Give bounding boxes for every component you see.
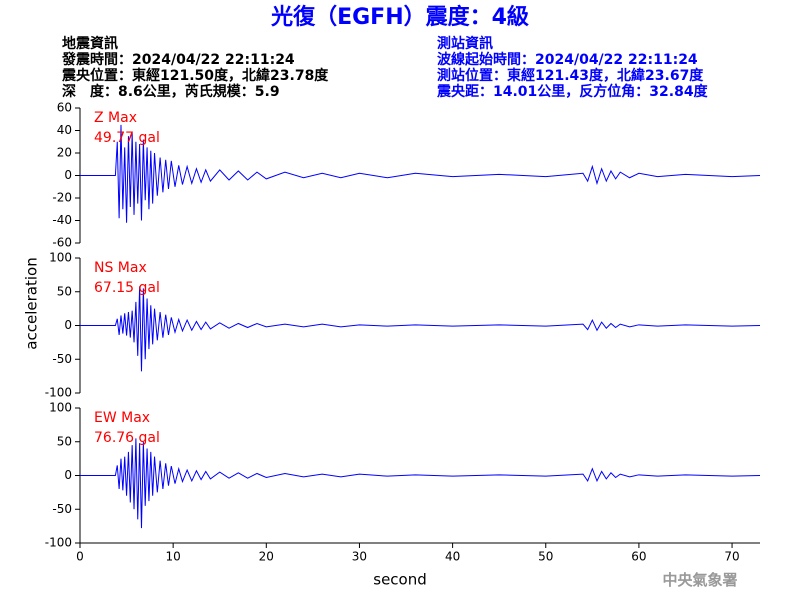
y-tick-label: 20 [57, 146, 72, 160]
x-tick-label: 50 [538, 550, 553, 564]
waveform [80, 438, 761, 529]
y-tick-label: -20 [52, 191, 72, 205]
y-tick-label: 0 [64, 318, 72, 332]
x-tick-label: 70 [724, 550, 739, 564]
x-tick-label: 30 [352, 550, 367, 564]
max-annotation: 49.77 gal [94, 130, 160, 146]
x-tick-label: 10 [166, 550, 181, 564]
max-annotation: EW Max [94, 410, 150, 426]
x-axis-label: second [373, 571, 427, 589]
y-tick-label: 0 [64, 168, 72, 182]
station-line: 波線起始時間：2024/04/22 22:11:24 [437, 51, 698, 68]
x-tick-label: 0 [76, 550, 84, 564]
y-tick-label: -100 [45, 536, 72, 550]
event-line: 深 度：8.6公里，芮氏規模：5.9 [62, 83, 280, 100]
watermark: 中央氣象署 [662, 571, 737, 589]
x-tick-label: 40 [445, 550, 460, 564]
station-line: 震央距：14.01公里，反方位角：32.84度 [436, 83, 709, 100]
max-annotation: 76.76 gal [94, 430, 160, 446]
y-tick-label: 100 [49, 251, 72, 265]
title: 光復（EGFH）震度：4級 [270, 4, 529, 30]
waveform [80, 286, 761, 372]
y-tick-label: 100 [49, 401, 72, 415]
max-annotation: 67.15 gal [94, 280, 160, 296]
y-tick-label: -60 [52, 236, 72, 250]
max-annotation: Z Max [94, 110, 137, 126]
y-tick-label: 0 [64, 468, 72, 482]
y-tick-label: -50 [52, 352, 72, 366]
y-tick-label: -40 [52, 213, 72, 227]
waveform [80, 124, 761, 223]
event-heading: 地震資訊 [62, 35, 118, 52]
y-tick-label: 40 [57, 123, 72, 137]
x-tick-label: 60 [631, 550, 646, 564]
station-line: 測站位置：東經121.43度，北緯23.67度 [437, 67, 704, 84]
y-tick-label: 60 [57, 101, 72, 115]
event-line: 發震時間：2024/04/22 22:11:24 [61, 51, 295, 68]
y-axis-label: acceleration [23, 257, 41, 349]
x-tick-label: 20 [259, 550, 274, 564]
station-heading: 測站資訊 [437, 35, 493, 52]
max-annotation: NS Max [94, 260, 147, 276]
y-tick-label: 50 [57, 284, 72, 298]
y-tick-label: -50 [52, 502, 72, 516]
event-line: 震央位置：東經121.50度，北緯23.78度 [61, 67, 329, 84]
y-tick-label: -100 [45, 386, 72, 400]
y-tick-label: 50 [57, 434, 72, 448]
